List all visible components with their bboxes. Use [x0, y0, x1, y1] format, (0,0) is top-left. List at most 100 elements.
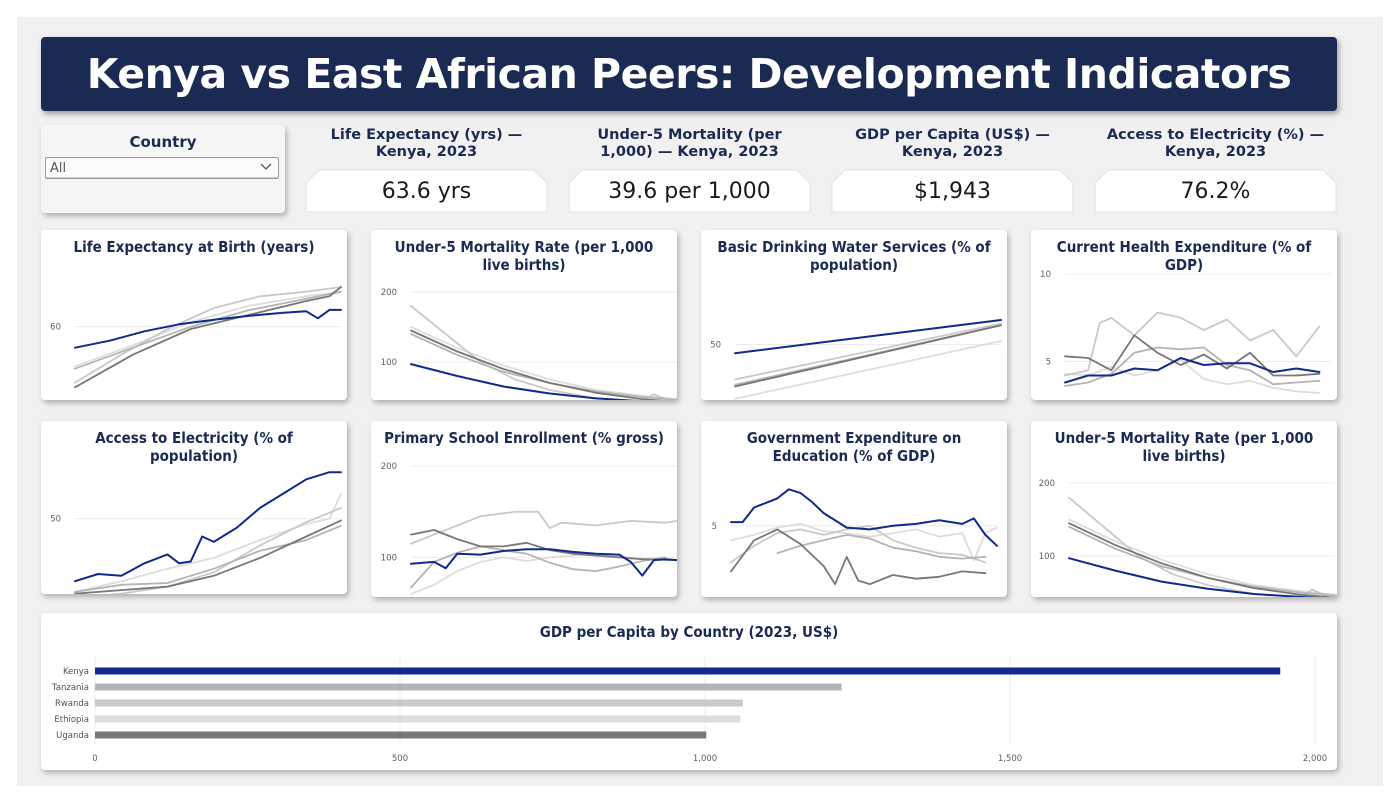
- drinking-water-line-chart: 050200020102020: [710, 319, 1002, 400]
- series-line-uganda: [1068, 522, 1336, 597]
- kpi-card-life-expectancy: Life Expectancy (yrs) — Kenya, 2023 63.6…: [305, 125, 548, 213]
- x-tick-label: 2,000: [1303, 754, 1327, 764]
- kpi-title: GDP per Capita (US$) — Kenya, 2023: [855, 127, 1050, 160]
- chart-card-under5-mortality-2: Under-5 Mortality Rate (per 1,000 live b…: [1031, 421, 1337, 597]
- under5-mortality-line-chart-2: 0100200200020102020: [1039, 479, 1336, 597]
- kpi-value: $1,943: [914, 179, 991, 204]
- series-line-ethiopia: [730, 523, 998, 562]
- bar-rwanda: [95, 699, 743, 707]
- series-line-rwanda: [734, 322, 1002, 381]
- chart-card-drinking-water: Basic Drinking Water Services (% of popu…: [701, 230, 1007, 400]
- bar-tanzania: [95, 683, 842, 691]
- kpi-card-under5-mortality: Under-5 Mortality (per 1,000) — Kenya, 2…: [568, 125, 811, 213]
- kpi-value: 39.6 per 1,000: [608, 179, 771, 204]
- series-line-rwanda: [1068, 496, 1331, 597]
- series-line-tanzania: [1068, 525, 1336, 597]
- series-line-kenya: [74, 471, 342, 583]
- series-line-kenya: [74, 308, 342, 349]
- series-line-uganda: [1064, 334, 1321, 377]
- category-label: Tanzania: [51, 683, 89, 693]
- series-line-tanzania: [74, 290, 342, 370]
- category-label: Ethiopia: [54, 715, 89, 725]
- bar-ethiopia: [95, 715, 741, 723]
- y-tick-label: 10: [1040, 270, 1051, 280]
- y-tick-label: 60: [50, 323, 61, 333]
- series-line-kenya: [1068, 557, 1318, 597]
- chevron-down-icon[interactable]: [260, 160, 272, 174]
- title-banner: Kenya vs East African Peers: Development…: [41, 37, 1337, 111]
- chart-title: Under-5 Mortality Rate (per 1,000 live b…: [394, 238, 654, 274]
- chart-title: Government Expenditure on Education (% o…: [746, 429, 962, 465]
- chart-title: Primary School Enrollment (% gross): [384, 429, 664, 447]
- y-tick-label: 100: [381, 358, 397, 368]
- series-line-rwanda: [74, 286, 342, 384]
- kpi-frame: [1094, 169, 1337, 213]
- y-tick-label: 200: [381, 462, 397, 472]
- series-line-ethiopia: [74, 290, 342, 368]
- education-expenditure-line-chart: 05200020102020: [712, 488, 998, 586]
- bar-uganda: [95, 731, 707, 739]
- electricity-line-chart: 050200020102020: [50, 471, 342, 594]
- series-line-ethiopia: [734, 340, 1002, 400]
- bar-kenya: [95, 667, 1281, 675]
- y-tick-label: 100: [381, 553, 397, 563]
- chart-title: GDP per Capita by Country (2023, US$): [539, 623, 839, 641]
- under5-mortality-line-chart: 0100200200020102020: [381, 288, 677, 400]
- chart-card-health-expenditure: Current Health Expenditure (% of GDP) 5 1…: [1031, 230, 1337, 400]
- gdp-per-capita-bar-chart: 0 500 1,000 1,500 2,000 Kenya Tanzania Rwanda Et…: [51, 655, 1327, 764]
- y-tick-label: 5: [1046, 358, 1051, 368]
- series-line-tanzania: [410, 545, 667, 589]
- slicer-title: Country: [129, 133, 197, 151]
- series-line-kenya: [410, 548, 677, 577]
- page-title: Kenya vs East African Peers: Development…: [86, 50, 1292, 98]
- series-line-ethiopia: [410, 326, 677, 400]
- x-tick-label: 1,000: [693, 754, 717, 764]
- chart-title: Under-5 Mortality Rate (per 1,000 live b…: [1054, 429, 1314, 465]
- y-tick-label: 50: [710, 341, 721, 351]
- y-tick-label: 5: [712, 522, 717, 532]
- y-tick-label: 200: [381, 288, 397, 298]
- x-tick-label: 1,500: [998, 754, 1022, 764]
- chart-card-electricity: Access to Electricity (% of population) …: [41, 421, 347, 594]
- series-line-kenya: [410, 363, 640, 400]
- category-label: Uganda: [56, 731, 89, 741]
- series-line-kenya: [734, 319, 1002, 355]
- chart-card-under5-mortality: Under-5 Mortality Rate (per 1,000 live b…: [371, 230, 677, 400]
- country-slicer: Country All: [41, 125, 285, 213]
- series-line-uganda: [410, 329, 665, 400]
- kpi-title: Under-5 Mortality (per 1,000) — Kenya, 2…: [597, 127, 782, 160]
- kpi-frame: [568, 169, 811, 213]
- series-line-rwanda: [410, 305, 670, 400]
- series-line-rwanda: [1064, 311, 1321, 377]
- kpi-value: 76.2%: [1180, 179, 1251, 204]
- country-dropdown[interactable]: All: [45, 157, 279, 179]
- y-tick-label: 100: [1039, 552, 1055, 562]
- y-tick-label: 50: [50, 515, 61, 525]
- series-line-rwanda: [410, 510, 677, 545]
- series-line-rwanda: [105, 507, 342, 594]
- x-tick-label: 500: [392, 754, 408, 764]
- series-line-ethiopia: [74, 492, 342, 593]
- kpi-value: 63.6 yrs: [381, 179, 472, 204]
- series-line-uganda: [734, 324, 1002, 388]
- kpi-title: Life Expectancy (yrs) — Kenya, 2023: [330, 127, 523, 160]
- kpi-card-gdp-per-capita: GDP per Capita (US$) — Kenya, 2023 $1,94…: [831, 125, 1074, 213]
- series-line-tanzania: [74, 524, 342, 593]
- chart-card-gdp-per-capita: GDP per Capita by Country (2023, US$) 0 5…: [41, 613, 1337, 770]
- kpi-frame: [305, 169, 548, 213]
- category-label: Rwanda: [55, 699, 89, 709]
- series-line-kenya: [1064, 357, 1321, 384]
- series-line-ethiopia: [1068, 518, 1336, 596]
- kpi-card-electricity: Access to Electricity (%) — Kenya, 2023 …: [1094, 125, 1337, 213]
- chart-title: Life Expectancy at Birth (years): [73, 238, 315, 256]
- primary-enrollment-line-chart: 100200200020102020: [381, 462, 677, 595]
- category-label: Kenya: [63, 667, 89, 677]
- x-tick-label: 0: [92, 754, 97, 764]
- series-line-uganda: [730, 528, 987, 586]
- chart-card-life-expectancy: Life Expectancy at Birth (years) 4060200…: [41, 230, 347, 400]
- chart-title: Current Health Expenditure (% of GDP): [1056, 238, 1312, 274]
- y-tick-label: 200: [1039, 479, 1055, 489]
- health-expenditure-line-chart: 510200020102020: [1040, 270, 1331, 394]
- chart-card-education-expenditure: Government Expenditure on Education (% o…: [701, 421, 1007, 597]
- dropdown-value: All: [50, 161, 67, 176]
